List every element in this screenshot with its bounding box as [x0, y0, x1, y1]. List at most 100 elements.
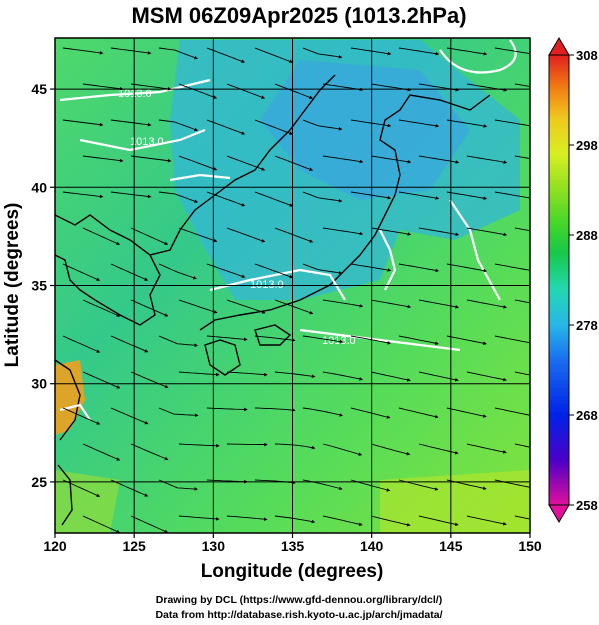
streamline	[110, 335, 149, 353]
streamline	[82, 371, 121, 389]
streamline	[350, 407, 391, 419]
colorbar-tick-label: 298	[576, 138, 598, 153]
streamline	[350, 47, 392, 56]
streamline	[514, 443, 530, 448]
streamline	[110, 119, 152, 127]
streamline	[178, 443, 220, 448]
x-tick-label: 130	[202, 538, 226, 554]
streamline	[82, 515, 121, 533]
streamline	[446, 263, 488, 273]
y-tick-label: 45	[31, 81, 47, 97]
streamline	[302, 47, 343, 59]
streamline	[130, 83, 172, 91]
y-tick-label: 30	[31, 376, 47, 392]
streamline	[62, 47, 104, 55]
x-tick-label: 135	[281, 538, 305, 554]
warm-region-southwest	[55, 470, 120, 533]
streamline	[110, 479, 149, 497]
streamline	[466, 227, 508, 237]
streamline	[62, 335, 101, 353]
streamline	[446, 191, 488, 200]
streamline	[274, 371, 316, 379]
streamline	[110, 191, 152, 199]
streamline	[158, 479, 199, 491]
streamline	[350, 191, 392, 200]
colorbar-top-arrow	[548, 37, 570, 56]
streamline	[494, 47, 530, 55]
streamline	[110, 263, 149, 281]
streamline	[322, 443, 363, 456]
streamline	[350, 263, 392, 272]
streamline	[254, 47, 293, 63]
streamline	[494, 407, 530, 416]
streamline	[398, 407, 439, 419]
colorbar-tick-label: 278	[576, 318, 598, 333]
streamline	[466, 515, 507, 526]
streamline	[494, 191, 530, 199]
x-tick-label: 120	[43, 538, 67, 554]
streamline	[350, 335, 392, 345]
x-axis-label: Longitude (degrees)	[201, 561, 384, 582]
streamline	[178, 299, 218, 314]
streamline	[418, 443, 459, 455]
warm-region-south	[380, 470, 530, 533]
streamline	[398, 119, 440, 128]
colorbar-gradient	[548, 54, 570, 506]
streamline	[130, 443, 169, 461]
streamline	[398, 263, 440, 273]
streamline	[418, 299, 460, 309]
streamline	[62, 119, 104, 127]
y-axis-ticks: 25 30 35 40 45	[31, 81, 55, 490]
streamline	[302, 119, 343, 131]
colorbar-tick-label: 258	[576, 498, 598, 513]
streamline	[178, 371, 220, 377]
colorbar: 308 298 288 278 268 258	[548, 37, 598, 523]
streamline	[82, 299, 121, 317]
y-tick-label: 40	[31, 179, 47, 195]
streamline	[62, 479, 101, 497]
streamline	[130, 299, 169, 317]
streamline	[110, 47, 152, 55]
x-tick-label: 150	[518, 538, 542, 554]
cold-region-north	[260, 60, 470, 200]
streamline	[274, 299, 314, 315]
streamline	[110, 407, 149, 425]
colorbar-tick-label: 308	[576, 48, 598, 63]
streamline	[398, 335, 439, 345]
streamline	[466, 443, 507, 454]
streamline	[302, 335, 344, 344]
streamline	[226, 155, 266, 171]
streamline	[158, 407, 199, 418]
streamline	[398, 47, 440, 56]
streamline	[274, 83, 313, 99]
streamline	[302, 263, 343, 275]
streamline	[514, 155, 530, 160]
streamline	[226, 227, 266, 243]
colorbar-tick-label: 268	[576, 408, 598, 423]
streamline	[466, 371, 507, 382]
streamline	[322, 515, 363, 527]
y-axis-label: Latitude (degrees)	[2, 203, 23, 368]
streamline	[130, 371, 169, 389]
streamline	[82, 155, 124, 163]
streamline	[514, 227, 530, 232]
streamline	[514, 83, 530, 87]
streamline	[178, 83, 218, 99]
streamline	[370, 443, 411, 456]
streamline	[254, 407, 296, 412]
streamline	[254, 263, 294, 279]
streamline	[82, 227, 121, 245]
streamline	[226, 299, 266, 314]
pressure-contours	[59, 39, 517, 421]
streamline	[370, 155, 412, 164]
streamline	[446, 407, 487, 418]
streamline	[274, 155, 314, 171]
streamline	[82, 443, 121, 461]
streamline	[274, 227, 314, 243]
streamline	[254, 335, 296, 342]
footer-credit-line2: Data from http://database.rish.kyoto-u.a…	[155, 609, 442, 621]
x-tick-label: 145	[439, 538, 463, 554]
streamline	[82, 83, 124, 91]
streamline	[370, 299, 412, 309]
